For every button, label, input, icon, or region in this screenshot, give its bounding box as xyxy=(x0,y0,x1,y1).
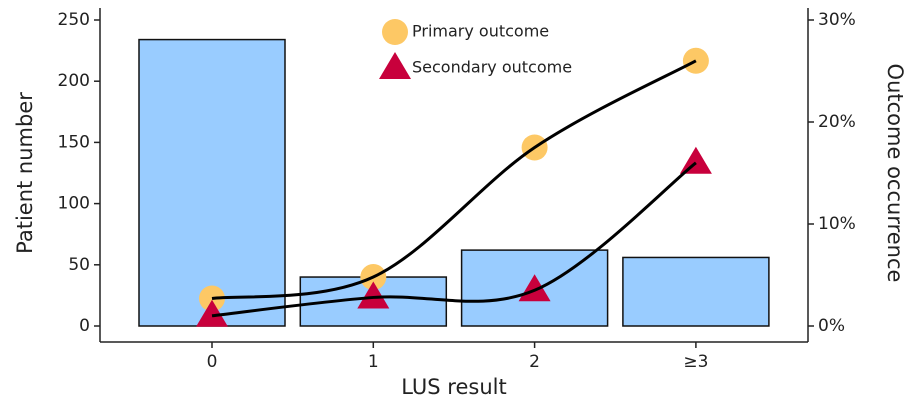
trend-line xyxy=(211,161,697,318)
y-tick-label: 200 xyxy=(58,71,90,91)
trend-line xyxy=(211,59,697,300)
x-tick-label: ≥3 xyxy=(683,352,708,372)
marker xyxy=(679,146,712,174)
marker xyxy=(196,299,228,327)
y-axis-title: Patient number xyxy=(13,92,37,254)
legend-marker xyxy=(379,52,411,79)
bar xyxy=(622,256,770,327)
y-tick-label: 50 xyxy=(68,255,90,275)
legend-label: Primary outcome xyxy=(412,22,549,41)
legend-marker xyxy=(382,19,408,45)
x-tick-label: 0 xyxy=(207,352,218,372)
y2-tick-label: 10% xyxy=(818,214,856,234)
marker xyxy=(357,281,390,309)
y2-axis-title: Outcome occurrence xyxy=(883,64,907,283)
x-tick-label: 1 xyxy=(368,352,379,372)
y-tick-label: 100 xyxy=(58,194,90,214)
bar xyxy=(138,38,286,327)
y2-tick-label: 20% xyxy=(818,112,856,132)
y-tick-label: 0 xyxy=(79,316,90,336)
y2-tick-label: 0% xyxy=(818,316,845,336)
y-tick-label: 250 xyxy=(58,10,90,30)
x-tick-label: 2 xyxy=(529,352,540,372)
y-tick-label: 150 xyxy=(58,132,90,152)
legend-label: Secondary outcome xyxy=(412,58,572,77)
y2-tick-label: 30% xyxy=(818,10,856,30)
x-axis-title: LUS result xyxy=(401,375,506,399)
